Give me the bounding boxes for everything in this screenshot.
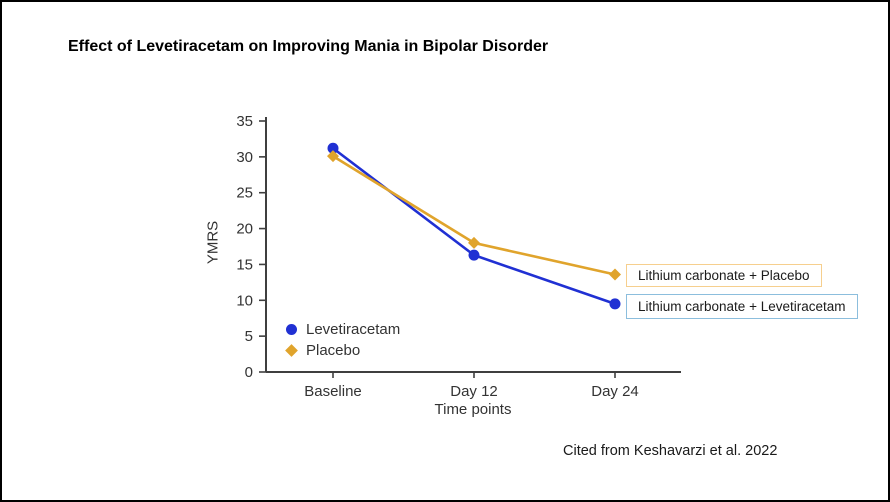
y-tick-label: 5 [245, 328, 253, 345]
y-tick-label: 35 [236, 113, 253, 130]
series-line [331, 146, 617, 306]
data-point [468, 236, 480, 249]
y-axis-label: YMRS [204, 220, 222, 265]
citation-text: Cited from Keshavarzi et al. 2022 [563, 443, 778, 459]
circle-marker-icon [286, 324, 297, 335]
data-point [609, 298, 621, 310]
data-point [468, 249, 480, 261]
y-tick-label: 30 [236, 149, 253, 166]
tick-labels: 0 5 10 15 20 25 30 35 Baseline Day 12 Day 24 [236, 113, 638, 400]
callout-levetiracetam-arm: Lithium carbonate + Levetiracetam [626, 294, 858, 319]
y-tick-label: 20 [236, 221, 253, 238]
legend-label: Levetiracetam [306, 321, 401, 338]
series-placebo [327, 150, 621, 281]
callout-label: Lithium carbonate + Levetiracetam [638, 299, 846, 314]
legend-item-levetiracetam: Levetiracetam [286, 319, 400, 340]
callout-placebo-arm: Lithium carbonate + Placebo [626, 264, 822, 287]
y-tick-label: 10 [236, 292, 253, 309]
x-axis-label: Time points [434, 401, 512, 418]
legend-label: Placebo [306, 342, 361, 359]
callout-label: Lithium carbonate + Placebo [638, 268, 810, 283]
x-tick-label: Day 12 [450, 383, 498, 400]
tick-marks [259, 120, 616, 378]
chart-title: Effect of Levetiracetam on Improving Man… [68, 38, 549, 55]
data-point [327, 142, 339, 154]
diamond-marker-icon [285, 344, 298, 357]
data-point [327, 150, 339, 163]
x-tick-label: Baseline [304, 383, 362, 400]
data-point [609, 268, 621, 281]
series-levetiracetam [327, 142, 621, 310]
y-tick-label: 25 [236, 185, 253, 202]
y-tick-label: 15 [236, 256, 253, 273]
y-tick-label: 0 [245, 364, 253, 381]
legend-item-placebo: Placebo [285, 340, 400, 361]
x-tick-label: Day 24 [591, 383, 639, 400]
chart-legend: Levetiracetam Placebo [285, 319, 400, 361]
